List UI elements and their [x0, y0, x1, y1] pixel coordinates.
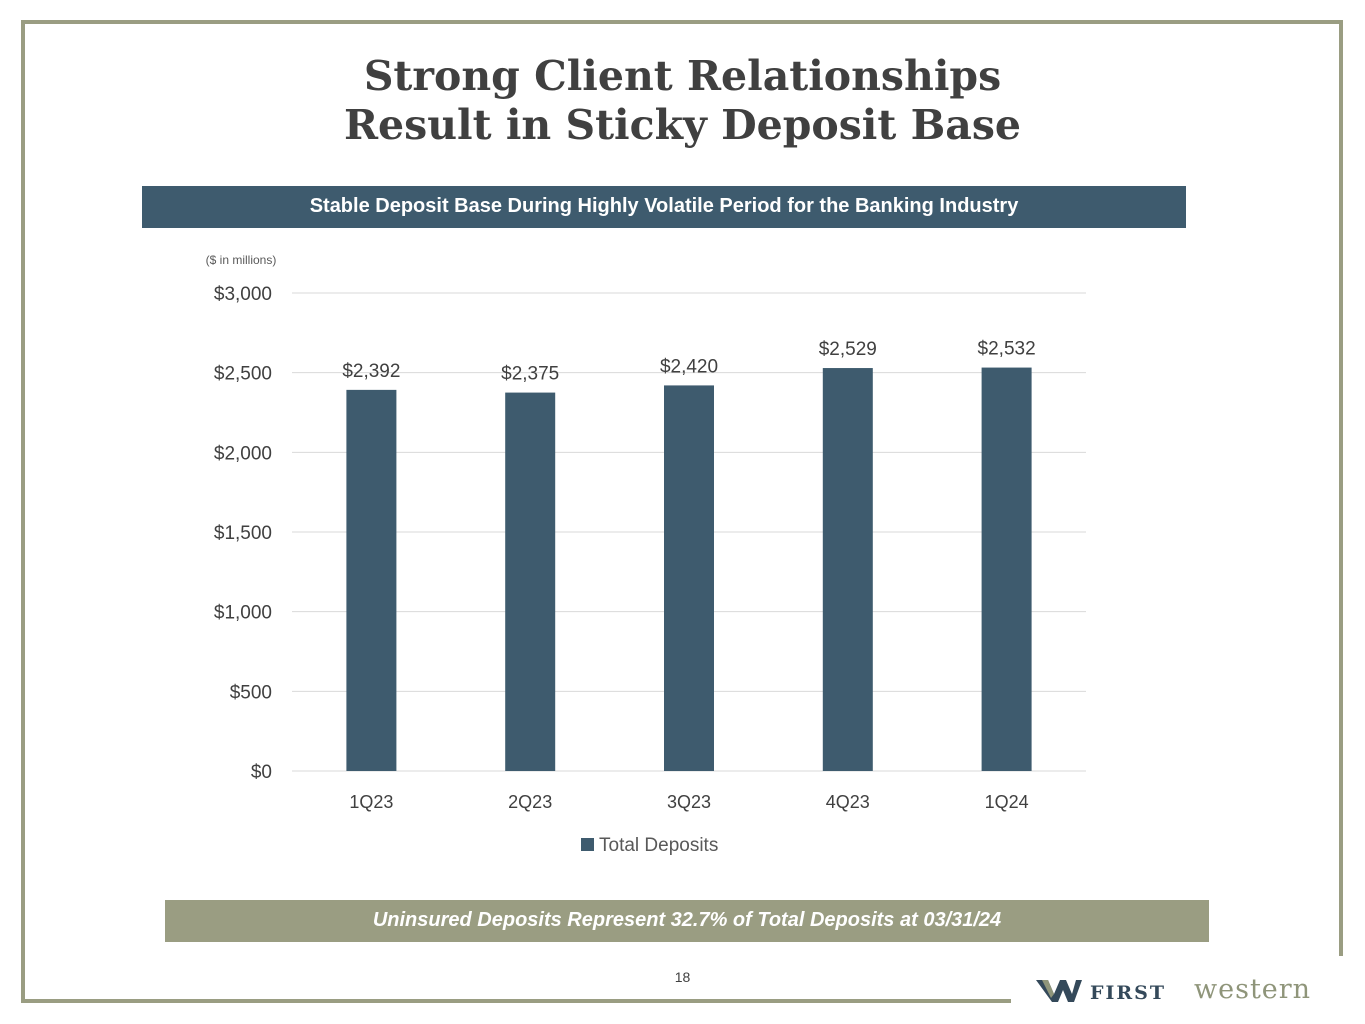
y-tick-label: $1,500: [214, 523, 272, 544]
y-tick-label: $1,000: [214, 603, 272, 624]
data-label: $2,392: [342, 361, 400, 382]
x-axis-ticks: 1Q23 2Q23 3Q23 4Q23 1Q24: [349, 792, 1028, 812]
y-tick-label: $500: [230, 682, 272, 703]
x-tick-label: 4Q23: [826, 792, 870, 812]
slide-title-line-2: Result in Sticky Deposit Base: [343, 101, 1021, 149]
logo-w-icon: [1036, 980, 1082, 1002]
page-number: 18: [674, 969, 691, 985]
subtitle-banner: Stable Deposit Base During Highly Volati…: [142, 186, 1186, 228]
x-tick-label: 3Q23: [667, 792, 711, 812]
bar: [822, 368, 873, 771]
data-label: $2,420: [660, 356, 718, 377]
bar: [505, 392, 556, 771]
bar: [664, 385, 714, 771]
y-axis-ticks: $0 $500 $1,000 $1,500 $2,000 $2,500 $3,000: [214, 284, 272, 783]
units-note: ($ in millions): [206, 253, 277, 267]
bars: [346, 367, 1032, 771]
slide-title: Strong Client Relationships Result in St…: [0, 52, 1365, 150]
legend: Total Deposits: [581, 835, 718, 856]
data-labels: $2,392 $2,375 $2,420 $2,529 $2,532: [342, 339, 1035, 385]
data-label: $2,375: [501, 364, 559, 385]
logo-text-first: FIRST: [1090, 982, 1167, 1004]
slide-frame-top: [21, 20, 1343, 24]
y-tick-label: $2,500: [214, 364, 272, 385]
legend-swatch: [581, 838, 594, 851]
y-tick-label: $0: [251, 762, 272, 783]
slide-frame-left: [21, 20, 25, 1003]
logo-text-western: western: [1194, 974, 1312, 1005]
y-tick-label: $3,000: [214, 284, 272, 305]
x-tick-label: 2Q23: [508, 792, 552, 812]
y-tick-label: $2,000: [214, 443, 272, 464]
x-tick-label: 1Q24: [985, 792, 1029, 812]
bar: [981, 367, 1032, 771]
data-label: $2,532: [978, 339, 1036, 360]
bar: [346, 389, 397, 771]
slide-frame-right: [1339, 20, 1343, 956]
x-tick-label: 1Q23: [349, 792, 393, 812]
data-label: $2,529: [819, 339, 877, 360]
slide-frame-bottom: [21, 999, 1011, 1003]
legend-label: Total Deposits: [599, 835, 718, 856]
uninsured-deposits-banner: Uninsured Deposits Represent 32.7% of To…: [165, 900, 1209, 942]
company-logo: FIRST western: [1036, 974, 1346, 1008]
slide-title-line-1: Strong Client Relationships: [363, 52, 1002, 100]
deposits-bar-chart: ($ in millions) $0 $500 $1,000 $1,500 $2,000…: [206, 253, 1086, 856]
